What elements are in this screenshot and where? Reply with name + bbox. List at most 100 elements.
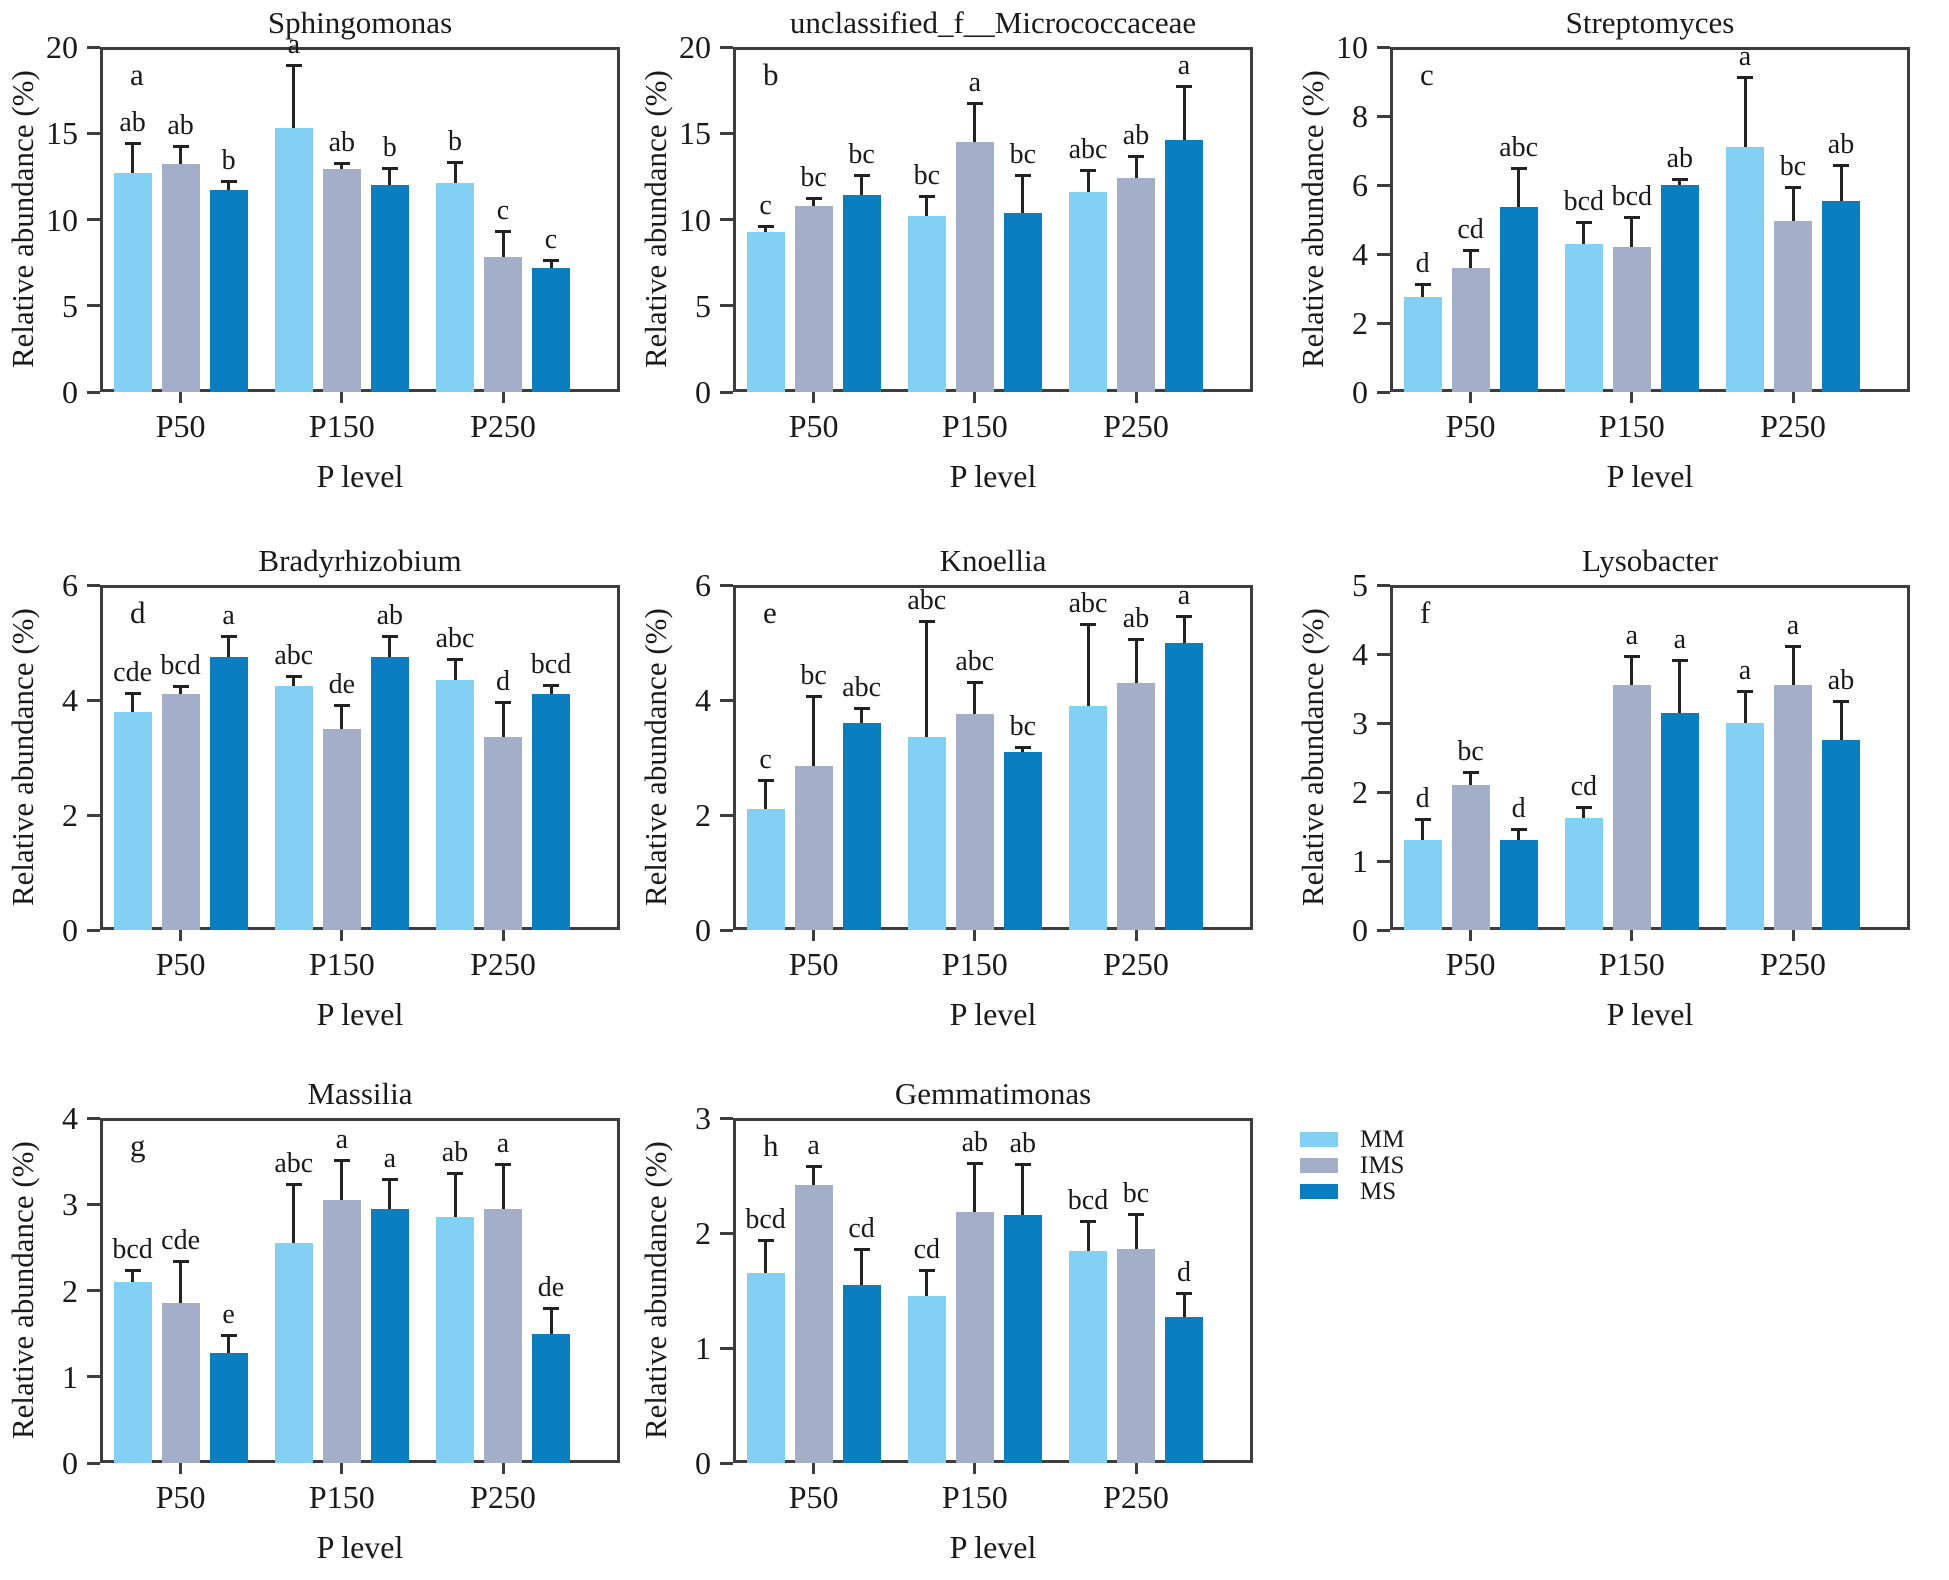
error-bar (501, 702, 505, 738)
error-bar (501, 1165, 505, 1209)
y-tick-label: 6 (695, 567, 711, 603)
bar-mm-p150 (274, 685, 313, 930)
error-bar-cap (220, 1334, 237, 1338)
sig-letter: ab (1827, 665, 1855, 697)
sig-letter: ab (441, 1137, 469, 1169)
error-bar (1086, 171, 1090, 192)
bar-mm-p50 (1403, 297, 1442, 392)
error-bar-cap (447, 1172, 463, 1176)
x-tick-mark (973, 1463, 977, 1474)
sig-letter: ab (1666, 142, 1694, 174)
error-bar-cap (1014, 745, 1031, 749)
error-bar-cap (1737, 76, 1753, 80)
x-axis-label: P level (316, 996, 404, 1032)
y-tick-label: 2 (695, 797, 711, 833)
y-tick-label: 1 (62, 1358, 78, 1395)
error-bar-cap (1414, 283, 1431, 287)
error-bar (227, 181, 231, 191)
panel-letter: e (763, 595, 777, 630)
error-bar (1517, 169, 1521, 208)
error-bar (1839, 702, 1843, 741)
bar-ims-p150 (1612, 247, 1651, 392)
sig-letter: a (383, 1143, 397, 1175)
bar-mm-p250 (1726, 147, 1764, 392)
error-bar-cap (381, 1178, 398, 1182)
legend-label: IMS (1360, 1151, 1405, 1179)
x-tick-mark (340, 392, 344, 403)
x-axis-label: P level (1606, 458, 1694, 494)
sig-letter: c (759, 743, 772, 775)
bar-ms-p150 (1660, 712, 1699, 930)
panel-lysobacter: Lysobacter Relative abundance (%) f P le… (1290, 541, 1930, 1041)
y-tick-mark (1377, 390, 1390, 394)
error-bar-cap (1575, 220, 1592, 224)
error-bar (1582, 807, 1586, 819)
panel-title: Massilia (307, 1076, 413, 1111)
error-bar (973, 1164, 977, 1213)
error-bar-cap (757, 1239, 774, 1243)
bar-ims-p50 (161, 694, 200, 930)
bar-mm-p50 (1403, 840, 1442, 930)
panel-letter: b (763, 57, 779, 92)
bar-ms-p150 (370, 656, 409, 930)
bar-ims-p250 (484, 257, 522, 392)
y-axis-label: Relative abundance (%) (638, 1141, 673, 1440)
sig-letter: abc (1068, 134, 1108, 166)
y-tick-label: 0 (62, 1445, 78, 1481)
bar-mm-p150 (907, 216, 946, 392)
bar-mm-p250 (436, 183, 474, 392)
bar-ms-p150 (1003, 751, 1042, 930)
x-tick-label: P250 (470, 946, 536, 982)
bar-ims-p250 (1117, 682, 1155, 930)
error-bar-cap (495, 1163, 511, 1167)
x-tick-mark (1134, 1463, 1138, 1474)
x-tick-label: P250 (1103, 1479, 1169, 1515)
sig-letter: a (335, 1124, 349, 1156)
x-tick-mark (1791, 930, 1795, 941)
sig-letter: cd (1570, 770, 1598, 802)
sig-letter: d (1415, 248, 1430, 280)
sig-letter: abc (274, 1148, 314, 1180)
y-tick-label: 5 (62, 287, 78, 324)
panel-knoellia: Knoellia Relative abundance (%) e P leve… (633, 541, 1273, 1041)
error-bar (1582, 222, 1586, 244)
error-bar-cap (1414, 817, 1431, 821)
error-bar-cap (1510, 827, 1527, 831)
error-bar-cap (543, 258, 559, 262)
x-tick-label: P250 (1760, 408, 1826, 444)
error-bar-cap (172, 1260, 189, 1264)
panel-letter: c (1420, 57, 1434, 92)
y-tick-mark (87, 1289, 100, 1292)
y-axis-label: Relative abundance (%) (638, 608, 673, 907)
error-bar (1182, 86, 1186, 141)
x-tick-label: P50 (788, 1479, 839, 1515)
error-bar (453, 659, 457, 680)
x-tick-mark (1469, 930, 1473, 941)
sig-letter: bcd (1563, 185, 1605, 217)
sig-letter: bcd (530, 648, 572, 680)
x-tick-label: P150 (941, 408, 1008, 444)
sig-letter: ab (961, 1127, 989, 1158)
y-tick-mark (720, 1346, 733, 1350)
error-bar (179, 147, 183, 165)
bar-mm-p150 (274, 1243, 313, 1463)
error-bar (1182, 616, 1186, 643)
error-bar (292, 65, 296, 129)
error-bar-cap (853, 706, 870, 710)
sig-letter: a (1673, 623, 1687, 655)
y-tick-mark (1377, 321, 1390, 325)
x-tick-mark (812, 930, 816, 941)
error-bar-cap (543, 1307, 559, 1311)
error-bar-cap (381, 634, 398, 638)
sig-letter: b (448, 125, 462, 157)
bar-ims-p150 (955, 714, 994, 930)
y-tick-mark (720, 390, 733, 394)
panel-letter: h (763, 1128, 779, 1163)
error-bar (1630, 657, 1634, 686)
error-bar (1743, 78, 1747, 148)
error-bar (764, 227, 768, 232)
error-bar-cap (447, 160, 463, 164)
error-bar (1678, 660, 1682, 713)
x-tick-mark (501, 392, 505, 403)
x-axis-label: P level (316, 1529, 404, 1565)
